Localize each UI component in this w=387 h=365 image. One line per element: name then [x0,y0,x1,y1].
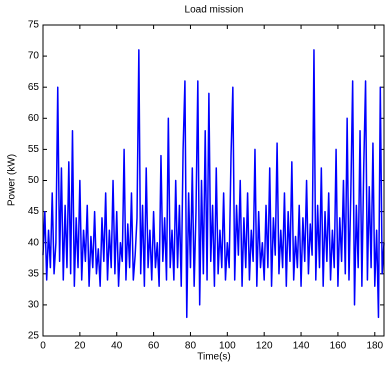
y-tick-label: 65 [28,82,40,93]
y-tick-label: 35 [28,268,40,279]
x-tick-label: 160 [330,341,347,352]
y-tick-label: 40 [28,237,40,248]
x-tick-label: 140 [293,341,310,352]
chart-title: Load mission [185,5,244,16]
x-tick-label: 180 [366,341,383,352]
y-axis-label: Power (kW) [7,154,18,206]
y-tick-label: 25 [28,331,40,342]
y-tick-label: 50 [28,175,40,186]
y-tick-label: 55 [28,144,40,155]
x-tick-label: 120 [256,341,273,352]
x-tick-label: 0 [40,341,46,352]
y-tick-label: 45 [28,206,40,217]
x-tick-label: 100 [219,341,236,352]
x-axis-label: Time(s) [197,352,231,363]
plot-frame [42,24,385,337]
y-tick-label: 70 [28,51,40,62]
x-tick-label: 60 [148,341,160,352]
y-tick-label: 30 [28,300,40,311]
x-tick-label: 80 [185,341,197,352]
y-tick-label: 75 [28,20,40,31]
x-tick-label: 40 [111,341,123,352]
x-tick-label: 20 [74,341,86,352]
y-tick-label: 60 [28,113,40,124]
data-line [42,49,385,319]
